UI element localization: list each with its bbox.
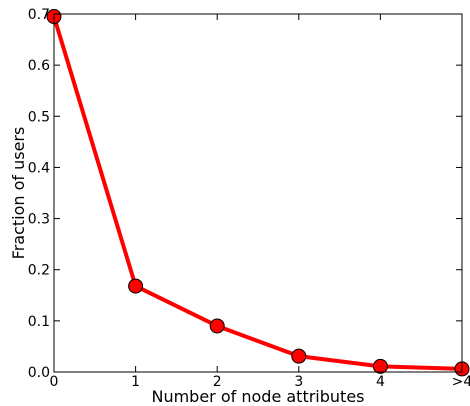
y-tick-label: 0.1 xyxy=(28,314,50,330)
x-tick-label: >4 xyxy=(452,374,470,390)
x-tick-label: 1 xyxy=(131,374,140,390)
x-tick-label: 4 xyxy=(376,374,385,390)
y-tick-label: 0.0 xyxy=(28,365,50,381)
x-tick-label: 0 xyxy=(50,374,59,390)
y-axis-label: Fraction of users xyxy=(9,127,28,260)
y-tick-label: 0.4 xyxy=(28,160,50,176)
y-tick-label: 0.2 xyxy=(28,263,50,279)
data-point-marker xyxy=(128,278,144,294)
data-point-marker xyxy=(372,358,388,374)
x-tick-label: 2 xyxy=(213,374,222,390)
y-tick-label: 0.6 xyxy=(28,58,50,74)
data-point-marker xyxy=(291,348,307,364)
y-tick-label: 0.5 xyxy=(28,109,50,125)
y-tick-label: 0.7 xyxy=(28,7,50,23)
x-axis-label: Number of node attributes xyxy=(151,387,364,406)
series-layer xyxy=(46,9,470,377)
plot-frame xyxy=(53,13,463,373)
x-tick-label: 3 xyxy=(294,374,303,390)
data-point-marker xyxy=(209,318,225,334)
y-tick-label: 0.3 xyxy=(28,212,50,228)
ticks-layer: 0 1 2 3 4 >4 0.0 0.1 0.2 0.3 0.4 0.5 0.6 0.7 xyxy=(28,7,470,390)
series-line xyxy=(52,14,464,371)
